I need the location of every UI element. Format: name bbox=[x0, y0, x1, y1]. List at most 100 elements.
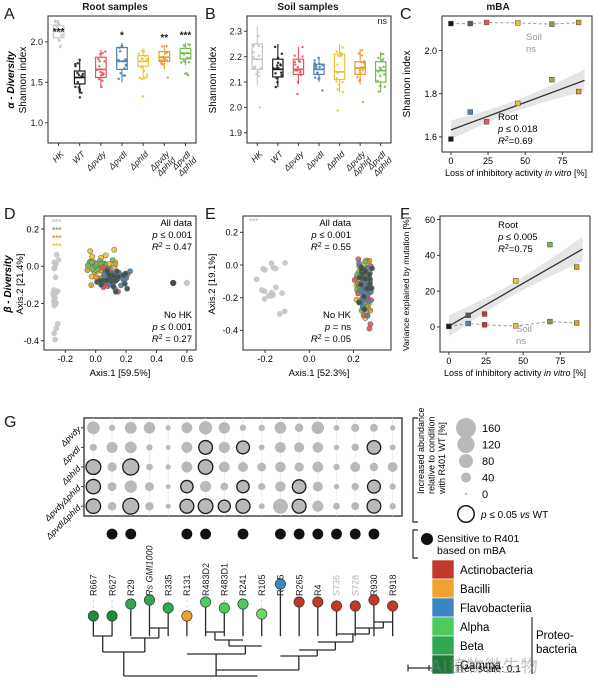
svg-text:0.2: 0.2 bbox=[26, 224, 39, 234]
svg-text:2.0: 2.0 bbox=[424, 46, 437, 56]
svg-text:1.8: 1.8 bbox=[424, 89, 437, 99]
proteobacteria-bracket-line2: bacteria bbox=[536, 644, 578, 656]
svg-text:0: 0 bbox=[448, 156, 453, 166]
svg-text:ns: ns bbox=[377, 16, 387, 26]
panel-f-letter: F bbox=[400, 206, 410, 223]
svg-text:40: 40 bbox=[425, 251, 435, 261]
svg-text:p ≤ 0.001: p ≤ 0.001 bbox=[151, 230, 192, 241]
panel-b-plot: 1.92.02.12.22.3HK WTΔpvdyΔpvdIΔphIdΔpvdyΔ… bbox=[208, 15, 394, 179]
bubble-legend-size-label: 0 bbox=[482, 489, 488, 501]
svg-text:Δpvdy: Δpvdy bbox=[281, 148, 306, 173]
panel-a-plot: 1.01.52.0HK***WTΔpvdyΔpvdI*ΔphIdΔpvdyΔph… bbox=[6, 15, 199, 179]
svg-text:***: *** bbox=[53, 27, 65, 38]
panel-g-strain-label: R29 bbox=[126, 579, 136, 596]
bubble-legend-size-label: 40 bbox=[482, 473, 494, 485]
panel-g-strain-label: R667 bbox=[89, 574, 99, 596]
sensitive-legend-line2: based on mBA bbox=[437, 545, 506, 557]
panel-g-strain-label: R4 bbox=[313, 584, 323, 596]
svg-text:Root: Root bbox=[498, 220, 518, 231]
svg-text:Shannon index: Shannon index bbox=[18, 47, 29, 114]
svg-text:-0.2: -0.2 bbox=[58, 354, 74, 364]
svg-text:All data: All data bbox=[160, 218, 192, 229]
svg-text:2.3: 2.3 bbox=[229, 27, 242, 37]
svg-text:0.0: 0.0 bbox=[89, 354, 102, 364]
svg-text:0: 0 bbox=[430, 322, 435, 332]
svg-text:p ≤ 0.001: p ≤ 0.001 bbox=[151, 322, 192, 333]
panel-g-strain-label: R105 bbox=[257, 574, 267, 596]
svg-text:25: 25 bbox=[481, 356, 491, 366]
panel-g-strain-label: R335 bbox=[163, 574, 173, 596]
svg-text:2.2: 2.2 bbox=[229, 52, 242, 62]
panel-g-strain-label: R483D2 bbox=[201, 563, 211, 596]
taxonomy-legend-label: Alpha bbox=[460, 622, 490, 634]
svg-text:R2 = 0.47: R2 = 0.47 bbox=[152, 242, 192, 254]
svg-text:Δpvdy: Δpvdy bbox=[83, 148, 108, 173]
panel-c: C mBA 1.6 1.8 2.0 0 25 50 75 Shannon index Loss … bbox=[398, 0, 600, 200]
svg-text:2.0: 2.0 bbox=[30, 37, 43, 47]
svg-text:Axis.1 [59.5%]: Axis.1 [59.5%] bbox=[90, 368, 151, 379]
svg-text:WT: WT bbox=[269, 148, 286, 165]
bubble-legend-pvalue-note: p ≤ 0.05 vs WT bbox=[480, 510, 548, 521]
panel-e-plot: -0.4 -0.2 0.0 0.2 -0.2 0.0 0.2 Axis.2 [19.1%] Ax… bbox=[207, 215, 392, 379]
svg-text:R2 = 0.55: R2 = 0.55 bbox=[311, 242, 351, 254]
svg-text:R2=0.69: R2=0.69 bbox=[498, 136, 533, 148]
panel-d: D -0.4 -0.2 0.0 0.2 -0.2 0.0 0.2 0.4 0.6 β - Dive… bbox=[0, 200, 205, 400]
panel-c-letter: C bbox=[400, 6, 412, 23]
svg-text:Axis.2 [21.4%]: Axis.2 [21.4%] bbox=[15, 254, 26, 315]
svg-text:Shannon index: Shannon index bbox=[402, 51, 413, 118]
panel-g-strain-label: S736 bbox=[332, 575, 342, 596]
svg-text:p ≤ 0.005: p ≤ 0.005 bbox=[497, 232, 538, 243]
panel-g-row-label: Δpvdy bbox=[58, 424, 83, 449]
panel-c-title: mBA bbox=[486, 2, 510, 13]
svg-text:ΔpvdI: ΔpvdI bbox=[106, 149, 130, 173]
panel-g-strain-label: R241 bbox=[238, 574, 248, 596]
svg-text:0.2: 0.2 bbox=[347, 354, 360, 364]
svg-text:Loss of inhibitory activity in: Loss of inhibitory activity in vitro [%] bbox=[444, 368, 586, 378]
proteobacteria-bracket-line1: Proteo- bbox=[536, 630, 574, 642]
panel-g: G Δpvdy ΔpvdI ΔphId ΔpvdyΔphId ΔpvdIΔphId R66… bbox=[0, 400, 600, 688]
taxonomy-legend-label: Gamma bbox=[460, 660, 502, 672]
svg-text:50: 50 bbox=[520, 156, 530, 166]
svg-text:50: 50 bbox=[518, 356, 528, 366]
sensitive-legend-line1: Sensitive to R401 bbox=[437, 533, 519, 545]
svg-text:**: ** bbox=[160, 33, 168, 44]
svg-text:Loss of inhibitory activity in: Loss of inhibitory activity in vitro [%] bbox=[445, 168, 587, 178]
svg-text:25: 25 bbox=[483, 156, 493, 166]
svg-text:1.0: 1.0 bbox=[30, 118, 43, 128]
panel-a-title: Root samples bbox=[82, 2, 148, 13]
panel-d-letter: D bbox=[4, 206, 16, 223]
bubble-legend-size-label: 120 bbox=[482, 440, 500, 452]
svg-text:-0.2: -0.2 bbox=[257, 354, 273, 364]
panel-g-row-label: ΔpvdI bbox=[59, 443, 83, 467]
svg-text:0.0: 0.0 bbox=[225, 260, 238, 270]
svg-text:R2 = 0.05: R2 = 0.05 bbox=[311, 334, 351, 346]
bubble-legend-title-line: relative to condition bbox=[427, 416, 437, 494]
svg-text:Root: Root bbox=[498, 112, 518, 123]
svg-text:***: *** bbox=[52, 234, 62, 243]
svg-text:Axis.2 [19.1%]: Axis.2 [19.1%] bbox=[207, 254, 218, 315]
svg-text:1.9: 1.9 bbox=[229, 128, 242, 138]
svg-text:Soil: Soil bbox=[516, 324, 532, 335]
svg-text:0.0: 0.0 bbox=[26, 262, 39, 272]
svg-text:ns: ns bbox=[526, 44, 536, 55]
taxonomy-legend-label: Flavobacteriia bbox=[460, 603, 532, 615]
panel-g-strain-label: R918 bbox=[388, 574, 398, 596]
svg-text:No HK: No HK bbox=[164, 310, 193, 321]
taxonomy-legend-label: Actinobacteria bbox=[460, 565, 533, 577]
panel-c-plot: 1.6 1.8 2.0 0 25 50 75 Shannon index Loss of inh… bbox=[402, 15, 593, 178]
taxonomy-legend-label: Beta bbox=[460, 641, 484, 653]
bubble-legend-size-label: 160 bbox=[482, 423, 500, 435]
watermark: AI植物微生物 bbox=[430, 657, 539, 677]
svg-text:HK: HK bbox=[50, 149, 66, 165]
svg-text:α - Diversity: α - Diversity bbox=[6, 51, 17, 109]
svg-text:Axis.1 [52.3%]: Axis.1 [52.3%] bbox=[289, 368, 350, 379]
svg-text:p = ns: p = ns bbox=[324, 322, 351, 333]
svg-text:ns: ns bbox=[516, 336, 526, 347]
panel-d-plot: -0.4 -0.2 0.0 0.2 -0.2 0.0 0.2 0.4 0.6 β - Divers… bbox=[3, 215, 197, 379]
panel-g-letter: G bbox=[4, 414, 17, 431]
panel-b: B Soil samples 1.9 2.0 2.1 2.2 2.3 HK WT Δpvdy Δ… bbox=[203, 0, 400, 200]
svg-text:-0.4: -0.4 bbox=[23, 336, 39, 346]
panel-f-plot: 0 20 40 60 0 25 50 75 Variance explained by muta… bbox=[401, 215, 591, 378]
svg-text:WT: WT bbox=[70, 148, 87, 165]
